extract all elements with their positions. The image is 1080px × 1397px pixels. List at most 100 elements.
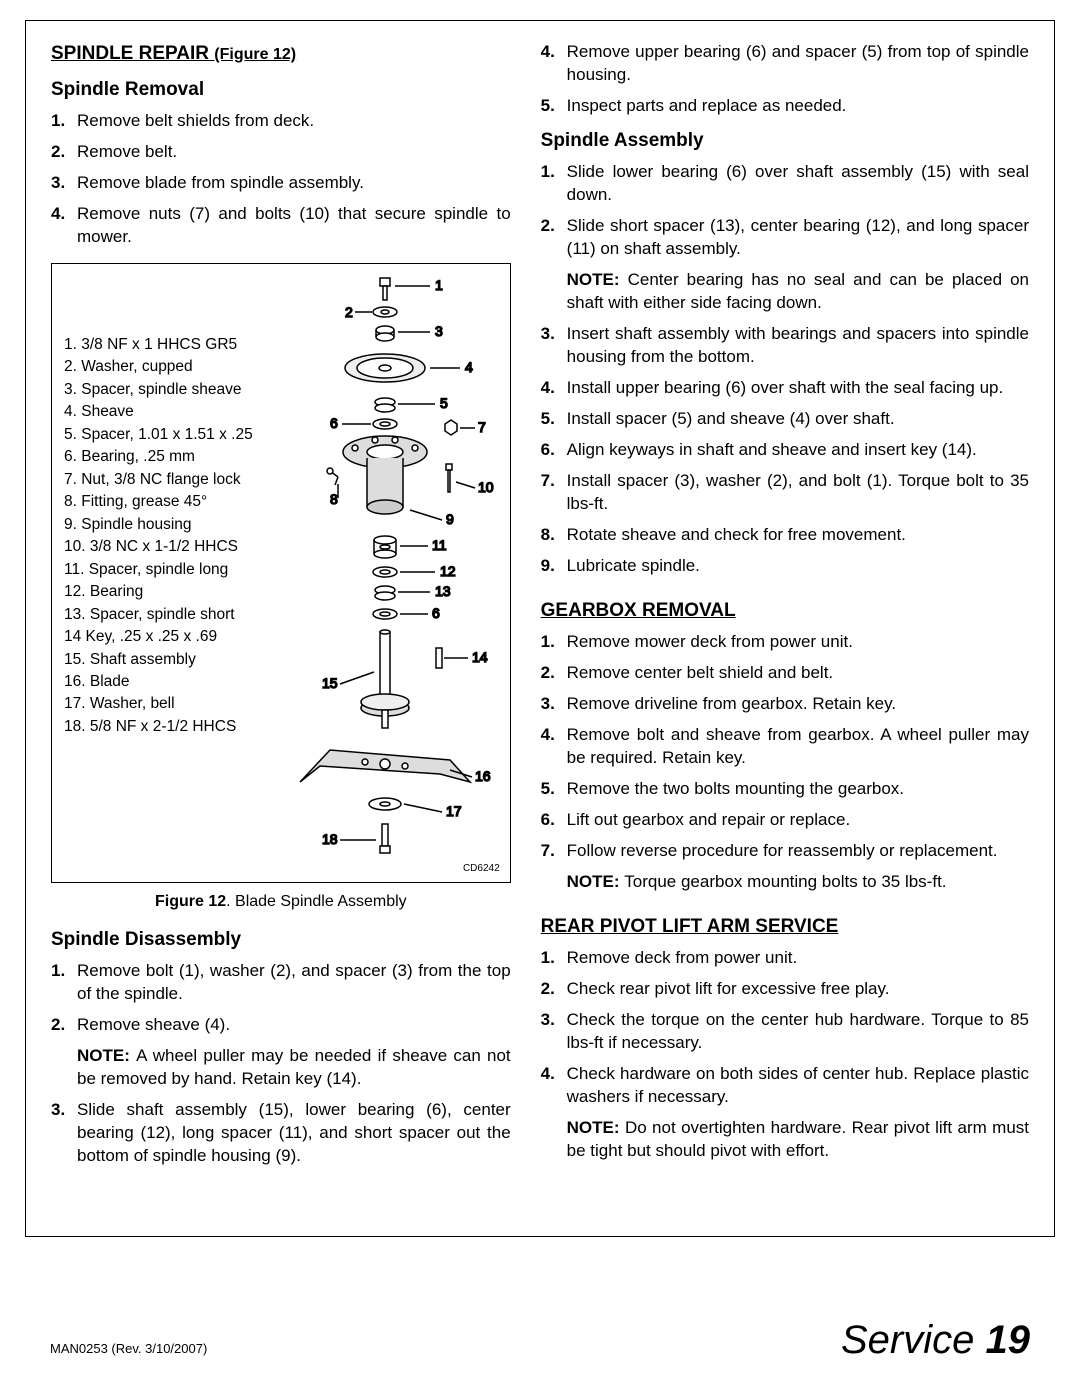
step-item: 7.Follow reverse procedure for reassembl… [541, 840, 1029, 863]
step-item: 9.Lubricate spindle. [541, 555, 1029, 578]
svg-text:6: 6 [330, 415, 338, 431]
part-item: 2. Washer, cupped [64, 356, 253, 378]
part-item: 15. Shaft assembly [64, 649, 253, 671]
figure-caption-text: . Blade Spindle Assembly [226, 893, 407, 910]
figure-12-box: 1. 3/8 NF x 1 HHCS GR52. Washer, cupped3… [51, 263, 511, 883]
step-item: 5.Remove the two bolts mounting the gear… [541, 778, 1029, 801]
note: NOTE: Do not overtighten hardware. Rear … [541, 1117, 1029, 1163]
part-item: 17. Washer, bell [64, 693, 253, 715]
exploded-diagram: 1 2 3 4 [270, 272, 500, 872]
step-item: 2.Slide short spacer (13), center bearin… [541, 215, 1029, 261]
heading-spindle-assembly: Spindle Assembly [541, 128, 1029, 154]
left-column: SPINDLE REPAIR (Figure 12) Spindle Remov… [51, 41, 511, 1216]
svg-text:9: 9 [446, 511, 454, 527]
note: NOTE: Torque gearbox mounting bolts to 3… [541, 871, 1029, 894]
spindle-exploded-svg: 1 2 3 4 [270, 272, 500, 872]
part-item: 8. Fitting, grease 45° [64, 491, 253, 513]
part-item: 12. Bearing [64, 581, 253, 603]
part-item: 14 Key, .25 x .25 x .69 [64, 626, 253, 648]
part-item: 9. Spindle housing [64, 514, 253, 536]
parts-list: 1. 3/8 NF x 1 HHCS GR52. Washer, cupped3… [64, 334, 253, 738]
step-item: 4.Remove nuts (7) and bolts (10) that se… [51, 203, 511, 249]
page-content-border: SPINDLE REPAIR (Figure 12) Spindle Remov… [25, 20, 1055, 1237]
part-item: 1. 3/8 NF x 1 HHCS GR5 [64, 334, 253, 356]
step-item: 5.Inspect parts and replace as needed. [541, 95, 1029, 118]
svg-text:14: 14 [472, 649, 488, 665]
step-item: 3.Remove blade from spindle assembly. [51, 172, 511, 195]
step-item: 7.Install spacer (3), washer (2), and bo… [541, 470, 1029, 516]
step-item: 3.Check the torque on the center hub har… [541, 1009, 1029, 1055]
heading-spindle-disassembly: Spindle Disassembly [51, 927, 511, 953]
svg-text:1: 1 [435, 277, 443, 293]
footer-section-page: Service 19 [841, 1313, 1030, 1367]
part-item: 7. Nut, 3/8 NC flange lock [64, 469, 253, 491]
step-item: 2.Remove center belt shield and belt. [541, 662, 1029, 685]
heading-rear-pivot: REAR PIVOT LIFT ARM SERVICE [541, 914, 1029, 940]
svg-text:8: 8 [330, 491, 338, 507]
part-item: 3. Spacer, spindle sheave [64, 379, 253, 401]
step-item: 3.Slide shaft assembly (15), lower beari… [51, 1099, 511, 1168]
step-item: 4.Check hardware on both sides of center… [541, 1063, 1029, 1109]
note: NOTE: A wheel puller may be needed if sh… [51, 1045, 511, 1091]
figure-caption: Figure 12. Blade Spindle Assembly [51, 891, 511, 913]
part-item: 18. 5/8 NF x 2-1/2 HHCS [64, 716, 253, 738]
svg-text:2: 2 [345, 304, 353, 320]
svg-text:5: 5 [440, 395, 448, 411]
footer-doc-id: MAN0253 (Rev. 3/10/2007) [50, 1340, 207, 1358]
step-item: 6.Align keyways in shaft and sheave and … [541, 439, 1029, 462]
heading-gearbox-removal: GEARBOX REMOVAL [541, 598, 1029, 624]
svg-text:17: 17 [446, 803, 462, 819]
svg-text:16: 16 [475, 768, 491, 784]
step-item: 4.Install upper bearing (6) over shaft w… [541, 377, 1029, 400]
step-item: 8.Rotate sheave and check for free movem… [541, 524, 1029, 547]
step-item: 1.Remove mower deck from power unit. [541, 631, 1029, 654]
step-item: 3.Remove driveline from gearbox. Retain … [541, 693, 1029, 716]
part-item: 11. Spacer, spindle long [64, 559, 253, 581]
page-footer: MAN0253 (Rev. 3/10/2007) Service 19 [50, 1313, 1030, 1367]
heading-spindle-removal: Spindle Removal [51, 77, 511, 103]
step-item: 1.Slide lower bearing (6) over shaft ass… [541, 161, 1029, 207]
svg-text:6: 6 [432, 605, 440, 621]
step-item: 4.Remove bolt and sheave from gearbox. A… [541, 724, 1029, 770]
rear-pivot-steps: 1.Remove deck from power unit. 2.Check re… [541, 947, 1029, 1163]
step-item: 3.Insert shaft assembly with bearings an… [541, 323, 1029, 369]
step-item: 1.Remove belt shields from deck. [51, 110, 511, 133]
step-item: 1.Remove deck from power unit. [541, 947, 1029, 970]
part-item: 16. Blade [64, 671, 253, 693]
heading-spindle-repair-text: SPINDLE REPAIR [51, 43, 209, 64]
step-item: 2.Remove sheave (4). [51, 1014, 511, 1037]
svg-text:7: 7 [478, 419, 486, 435]
spindle-removal-steps: 1.Remove belt shields from deck. 2.Remove… [51, 110, 511, 249]
assembly-steps: 1.Slide lower bearing (6) over shaft ass… [541, 161, 1029, 577]
svg-text:3: 3 [435, 323, 443, 339]
figure-reference: (Figure 12) [214, 46, 296, 63]
right-column: 4.Remove upper bearing (6) and spacer (5… [541, 41, 1029, 1216]
step-item: 5.Install spacer (5) and sheave (4) over… [541, 408, 1029, 431]
step-item: 4.Remove upper bearing (6) and spacer (5… [541, 41, 1029, 87]
step-item: 6.Lift out gearbox and repair or replace… [541, 809, 1029, 832]
part-item: 4. Sheave [64, 401, 253, 423]
part-item: 13. Spacer, spindle short [64, 604, 253, 626]
diagram-reference-code: CD6242 [463, 862, 500, 876]
part-item: 6. Bearing, .25 mm [64, 446, 253, 468]
figure-caption-bold: Figure 12 [155, 893, 226, 910]
footer-section-name: Service [841, 1318, 974, 1362]
svg-text:18: 18 [322, 831, 338, 847]
svg-text:12: 12 [440, 563, 456, 579]
note: NOTE: Center bearing has no seal and can… [541, 269, 1029, 315]
svg-text:13: 13 [435, 583, 451, 599]
svg-text:4: 4 [465, 359, 473, 375]
svg-text:11: 11 [432, 537, 447, 553]
svg-text:15: 15 [322, 675, 338, 691]
disassembly-steps: 1.Remove bolt (1), washer (2), and space… [51, 960, 511, 1168]
part-item: 10. 3/8 NC x 1-1/2 HHCS [64, 536, 253, 558]
svg-text:10: 10 [478, 479, 494, 495]
disassembly-continued: 4.Remove upper bearing (6) and spacer (5… [541, 41, 1029, 118]
heading-spindle-repair: SPINDLE REPAIR (Figure 12) [51, 41, 511, 67]
gearbox-steps: 1.Remove mower deck from power unit. 2.Re… [541, 631, 1029, 893]
footer-page-number: 19 [986, 1318, 1031, 1362]
part-item: 5. Spacer, 1.01 x 1.51 x .25 [64, 424, 253, 446]
step-item: 2.Check rear pivot lift for excessive fr… [541, 978, 1029, 1001]
step-item: 1.Remove bolt (1), washer (2), and space… [51, 960, 511, 1006]
step-item: 2.Remove belt. [51, 141, 511, 164]
